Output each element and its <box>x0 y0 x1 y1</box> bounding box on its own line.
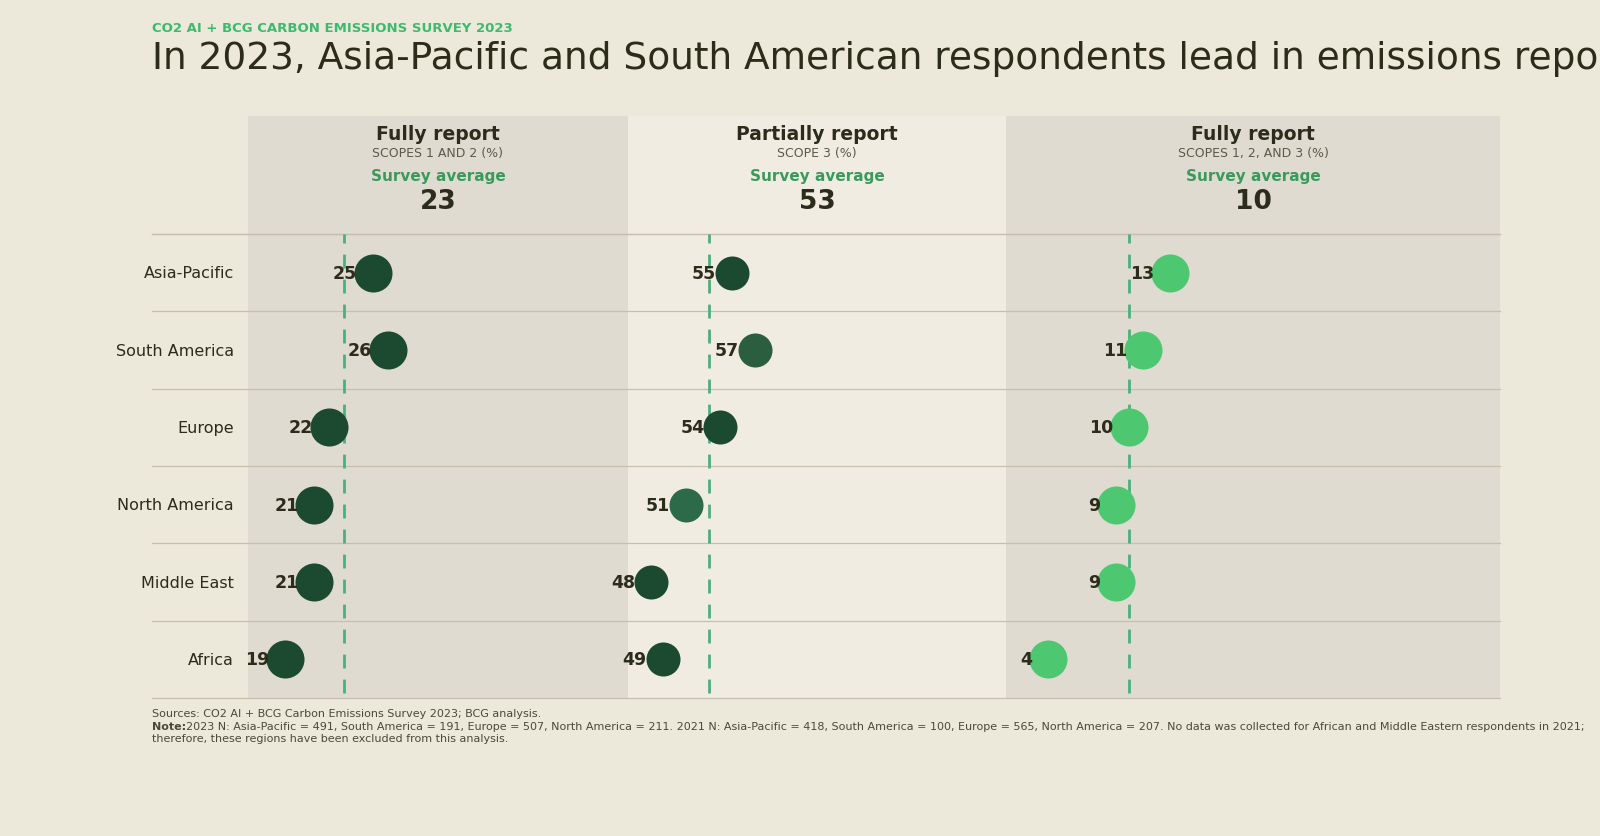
Text: SCOPES 1, 2, AND 3 (%): SCOPES 1, 2, AND 3 (%) <box>1178 147 1328 160</box>
Text: therefore, these regions have been excluded from this analysis.: therefore, these regions have been exclu… <box>152 733 509 743</box>
Text: 4: 4 <box>1021 650 1032 669</box>
Point <box>1130 344 1155 357</box>
Text: Fully report: Fully report <box>1190 125 1315 144</box>
Text: 21: 21 <box>274 496 299 514</box>
Text: 19: 19 <box>245 650 269 669</box>
Text: 2023 N: Asia-Pacific = 491, South America = 191, Europe = 507, North America = 2: 2023 N: Asia-Pacific = 491, South Americ… <box>186 721 1584 732</box>
Text: 49: 49 <box>622 650 646 669</box>
Text: Middle East: Middle East <box>141 575 234 589</box>
Text: 9: 9 <box>1088 496 1099 514</box>
Point <box>302 498 328 512</box>
Text: 22: 22 <box>290 419 314 437</box>
FancyBboxPatch shape <box>627 117 1006 698</box>
Point <box>272 653 298 666</box>
Text: 26: 26 <box>347 342 371 359</box>
Text: 53: 53 <box>798 189 835 215</box>
Text: 10: 10 <box>1090 419 1114 437</box>
Point <box>1035 653 1061 666</box>
Point <box>360 267 386 280</box>
Text: Note:: Note: <box>152 721 190 732</box>
Text: 11: 11 <box>1102 342 1126 359</box>
Text: SCOPES 1 AND 2 (%): SCOPES 1 AND 2 (%) <box>373 147 504 160</box>
Text: 25: 25 <box>333 264 357 283</box>
Text: 54: 54 <box>680 419 704 437</box>
Text: Fully report: Fully report <box>376 125 499 144</box>
FancyBboxPatch shape <box>248 117 627 698</box>
Point <box>718 267 744 280</box>
Text: Survey average: Survey average <box>371 169 506 184</box>
Text: Europe: Europe <box>178 421 234 436</box>
Text: Survey average: Survey average <box>750 169 885 184</box>
Text: 13: 13 <box>1130 264 1154 283</box>
Point <box>1117 421 1142 435</box>
Text: 51: 51 <box>645 496 670 514</box>
Text: CO2 AI + BCG CARBON EMISSIONS SURVEY 2023: CO2 AI + BCG CARBON EMISSIONS SURVEY 202… <box>152 22 512 35</box>
Point <box>302 576 328 589</box>
Point <box>650 653 675 666</box>
Text: 55: 55 <box>691 264 715 283</box>
Text: Survey average: Survey average <box>1186 169 1320 184</box>
Text: Partially report: Partially report <box>736 125 898 144</box>
Text: Africa: Africa <box>189 652 234 667</box>
Point <box>1102 498 1128 512</box>
Text: 9: 9 <box>1088 573 1099 591</box>
Text: In 2023, Asia-Pacific and South American respondents lead in emissions reporting: In 2023, Asia-Pacific and South American… <box>152 41 1600 77</box>
Text: 23: 23 <box>419 189 456 215</box>
Text: 48: 48 <box>611 573 635 591</box>
FancyBboxPatch shape <box>1006 117 1501 698</box>
Text: SCOPE 3 (%): SCOPE 3 (%) <box>778 147 858 160</box>
Text: 10: 10 <box>1235 189 1272 215</box>
Point <box>1157 267 1182 280</box>
Point <box>638 576 664 589</box>
Point <box>674 498 699 512</box>
Text: Sources: CO2 AI + BCG Carbon Emissions Survey 2023; BCG analysis.: Sources: CO2 AI + BCG Carbon Emissions S… <box>152 708 541 718</box>
Point <box>707 421 733 435</box>
Text: North America: North America <box>117 497 234 512</box>
Point <box>1102 576 1128 589</box>
Point <box>374 344 400 357</box>
Text: Asia-Pacific: Asia-Pacific <box>144 266 234 281</box>
Point <box>742 344 768 357</box>
Text: 57: 57 <box>715 342 739 359</box>
Text: 21: 21 <box>274 573 299 591</box>
Point <box>317 421 342 435</box>
Text: South America: South America <box>115 343 234 358</box>
